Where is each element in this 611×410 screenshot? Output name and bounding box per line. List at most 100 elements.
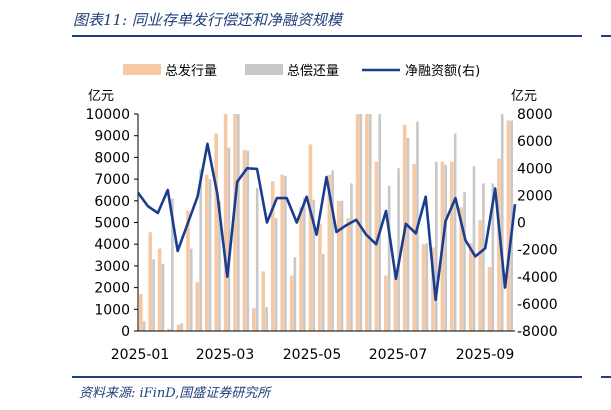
repayment-bar [227, 147, 231, 331]
issuance-bar [346, 218, 350, 331]
issuance-bar [308, 144, 313, 331]
left-axis-ticks: 0 1000 2000 3000 4000 5000 6000 7000 8000 9000 100… [85, 107, 138, 340]
repayment-bar [331, 170, 334, 331]
issuance-bar [195, 282, 200, 331]
right-tick-label: 0 [517, 216, 526, 232]
repayment-bar [189, 248, 193, 331]
figure-title: 图表11: 同业存单发行偿还和净融资规模 [73, 11, 342, 29]
repayment-bar [284, 175, 287, 331]
issuance-bar [327, 174, 332, 331]
right-axis-unit: 亿元 [511, 89, 537, 104]
issuance-bar [261, 271, 266, 331]
right-tick-label: 4000 [517, 161, 553, 177]
x-tick-label: 2025-03 [196, 347, 255, 363]
right-tick-label: 6000 [517, 134, 553, 150]
legend-label-net-financing: 净融资额(右) [405, 64, 480, 79]
issuance-bar [223, 114, 228, 331]
repayment-bar [359, 114, 363, 331]
repayment-bar [303, 197, 306, 331]
issuance-bar [242, 149, 247, 331]
issuance-bar [148, 232, 153, 331]
repayment-bar [444, 165, 447, 331]
issuance-bar [478, 220, 482, 331]
repayment-bar [218, 200, 221, 331]
repayment-bar [500, 114, 504, 331]
issuance-bar [167, 328, 171, 331]
issuance-bar [336, 200, 341, 331]
repayment-bar [434, 161, 438, 331]
repayment-bar [491, 183, 495, 331]
issuance-bar [393, 272, 398, 331]
left-tick-label: 4000 [94, 237, 130, 253]
x-tick-label: 2025-07 [369, 347, 428, 363]
repayment-bar [274, 218, 278, 331]
repayment-bar [472, 166, 476, 331]
issuance-bar [431, 247, 435, 331]
right-axis-ticks: -8000 -6000 -4000 -2000 0 2000 4000 6000 8000 [517, 107, 558, 340]
repayment-bar [425, 243, 429, 331]
bottom-edge-mark [601, 376, 611, 378]
left-tick-label: 3000 [94, 259, 130, 275]
left-tick-label: 8000 [94, 150, 130, 166]
issuance-bar [412, 163, 416, 331]
right-tick-label: -2000 [517, 243, 558, 259]
repayment-bar [340, 200, 344, 331]
repayment-bar [387, 185, 391, 331]
legend: 总发行量 总偿还量 净融资额(右) [123, 63, 480, 79]
left-tick-label: 0 [121, 324, 130, 340]
issuance-bar [214, 133, 218, 331]
issuance-bar [139, 294, 143, 331]
top-rule [72, 35, 582, 37]
issuance-bar [186, 210, 190, 331]
issuance-bar [233, 114, 237, 331]
repayment-bar [180, 323, 184, 331]
repayment-bar [161, 263, 165, 331]
repayment-bar [152, 259, 155, 331]
x-axis-ticks: 2025-01 2025-03 2025-05 2025-07 2025-09 [111, 347, 515, 363]
left-tick-label: 9000 [94, 129, 130, 145]
left-tick-label: 7000 [94, 172, 130, 188]
left-axis-unit: 亿元 [88, 89, 114, 104]
repayment-bar [321, 253, 325, 331]
legend-swatch-repayment [245, 64, 283, 75]
right-tick-label: -6000 [517, 297, 558, 313]
x-tick-label: 2025-09 [456, 347, 515, 363]
legend-label-repayment: 总偿还量 [287, 64, 339, 79]
repayment-bar [482, 183, 485, 331]
left-tick-label: 2000 [94, 281, 130, 297]
left-tick-label: 1000 [94, 302, 130, 318]
repayment-bar [406, 137, 410, 331]
issuance-bar [468, 243, 473, 331]
right-tick-label: -8000 [517, 324, 558, 340]
issuance-bar [299, 207, 303, 331]
right-tick-label: 8000 [517, 107, 553, 123]
issuance-bar [280, 174, 284, 331]
issuance-bar [459, 207, 464, 331]
repayment-bar [293, 257, 297, 331]
right-tick-label: 2000 [517, 188, 553, 204]
repayment-bar [237, 114, 240, 331]
issuance-bar [157, 248, 162, 331]
right-tick-label: -4000 [517, 270, 558, 286]
issuance-bar [204, 174, 209, 331]
top-edge-mark [601, 35, 611, 37]
left-tick-label: 6000 [94, 194, 130, 210]
net-financing-line [136, 142, 517, 302]
repayment-bar [453, 133, 457, 331]
left-tick-label: 5000 [94, 216, 130, 232]
x-tick-label: 2025-01 [111, 347, 170, 363]
repayment-bar [463, 192, 466, 331]
net-financing-line-layer [136, 142, 517, 302]
issuance-bar [497, 158, 501, 331]
issuance-bar [365, 114, 369, 331]
issuance-bar [270, 181, 275, 331]
issuance-bar [487, 266, 492, 331]
bottom-rule [72, 376, 582, 378]
repayment-bar [142, 321, 146, 331]
issuance-bar [421, 244, 426, 331]
repayment-bar [199, 169, 202, 331]
issuance-bar [450, 161, 454, 331]
repayment-bar [369, 114, 372, 331]
legend-swatch-issuance [123, 64, 161, 75]
